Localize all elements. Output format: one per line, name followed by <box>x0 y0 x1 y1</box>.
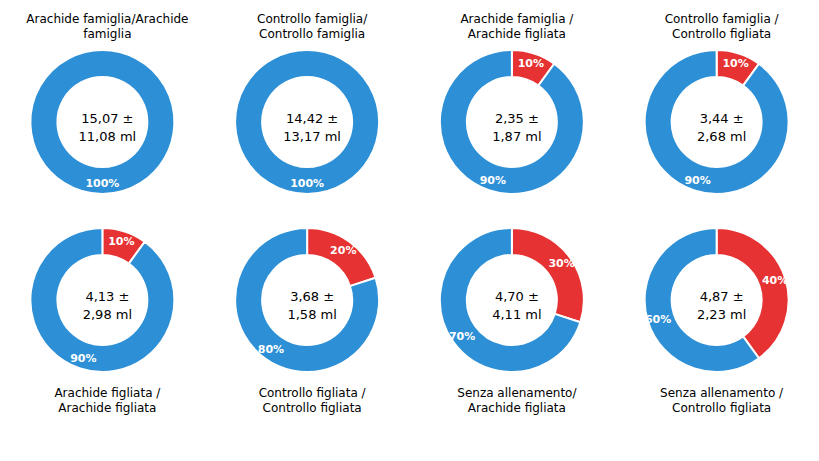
svg-text:80%: 80% <box>258 343 284 356</box>
svg-text:10%: 10% <box>722 57 748 70</box>
svg-text:30%: 30% <box>548 257 574 270</box>
svg-text:15,07 ±: 15,07 ± <box>81 111 133 126</box>
svg-text:60%: 60% <box>645 313 671 326</box>
svg-text:Controllo figliata: Controllo figliata <box>263 401 362 415</box>
svg-text:2,98 ml: 2,98 ml <box>83 307 132 322</box>
svg-text:2,68 ml: 2,68 ml <box>697 129 746 144</box>
svg-text:70%: 70% <box>449 330 475 343</box>
svg-text:Controllo famiglia/: Controllo famiglia/ <box>257 12 368 26</box>
svg-text:40%: 40% <box>762 274 788 287</box>
svg-text:100%: 100% <box>290 177 324 190</box>
svg-text:14,42 ±: 14,42 ± <box>286 111 338 126</box>
svg-text:Senza allenamento/: Senza allenamento/ <box>457 386 577 400</box>
svg-text:2,23 ml: 2,23 ml <box>697 307 746 322</box>
svg-text:1,87 ml: 1,87 ml <box>492 129 541 144</box>
svg-text:90%: 90% <box>70 352 96 365</box>
svg-text:Arachide figliata: Arachide figliata <box>58 401 156 415</box>
svg-text:10%: 10% <box>108 235 134 248</box>
svg-text:20%: 20% <box>330 244 356 257</box>
svg-text:4,87 ±: 4,87 ± <box>700 289 744 304</box>
svg-text:90%: 90% <box>480 174 506 187</box>
svg-text:Controllo figliata /: Controllo figliata / <box>259 386 367 400</box>
svg-text:1,58 ml: 1,58 ml <box>287 307 336 322</box>
svg-text:90%: 90% <box>684 174 710 187</box>
svg-text:3,68 ±: 3,68 ± <box>290 289 334 304</box>
svg-text:Controllo figliata: Controllo figliata <box>672 27 771 41</box>
svg-text:Controllo figliata: Controllo figliata <box>672 401 771 415</box>
svg-text:Controllo famiglia: Controllo famiglia <box>259 27 365 41</box>
svg-text:famiglia: famiglia <box>83 27 131 41</box>
svg-text:Arachide famiglia/Arachide: Arachide famiglia/Arachide <box>26 12 188 26</box>
svg-text:13,17 ml: 13,17 ml <box>283 129 341 144</box>
svg-text:2,35 ±: 2,35 ± <box>495 111 539 126</box>
svg-text:Senza allenamento /: Senza allenamento / <box>660 386 784 400</box>
svg-text:100%: 100% <box>85 177 119 190</box>
svg-text:11,08 ml: 11,08 ml <box>79 129 137 144</box>
svg-text:4,70 ±: 4,70 ± <box>495 289 539 304</box>
svg-text:Arachide figliata: Arachide figliata <box>468 27 566 41</box>
svg-text:Arachide famiglia /: Arachide famiglia / <box>460 12 574 26</box>
svg-text:Controllo famiglia /: Controllo famiglia / <box>665 12 780 26</box>
svg-text:4,11 ml: 4,11 ml <box>492 307 541 322</box>
svg-text:Arachide figliata: Arachide figliata <box>468 401 566 415</box>
svg-text:4,13 ±: 4,13 ± <box>85 289 129 304</box>
svg-text:3,44 ±: 3,44 ± <box>700 111 744 126</box>
svg-text:Arachide figliata /: Arachide figliata / <box>54 386 161 400</box>
svg-text:10%: 10% <box>518 57 544 70</box>
